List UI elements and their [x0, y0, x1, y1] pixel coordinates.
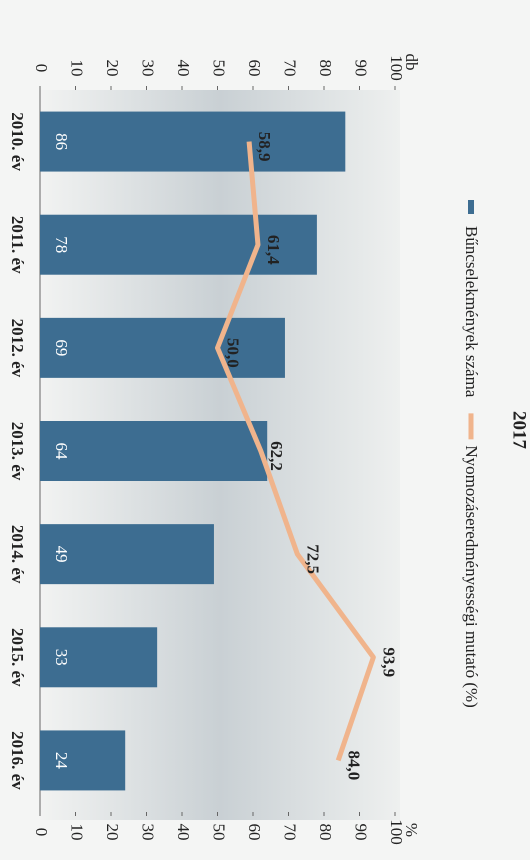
y-tick-label: 30: [139, 60, 158, 77]
bar: [40, 317, 285, 378]
x-tick-label: 2012. év: [8, 319, 27, 378]
line-value-label: 93,9: [379, 647, 398, 677]
y2-tick-label: 40: [174, 824, 193, 841]
rotated-chart: 2017 db % 0 10 20 30 40 50 60 70 80 90 100 0 10 20 30 4…: [8, 54, 530, 845]
y2-tick-label: 100: [387, 819, 406, 845]
y-tick-label: 0: [32, 64, 51, 73]
bar-value-label: 86: [52, 133, 71, 150]
y2-tick-label: 80: [316, 824, 335, 841]
legend-swatch: [468, 200, 474, 214]
bar-value-label: 69: [52, 339, 71, 356]
x-tick-label: 2011. év: [8, 216, 27, 274]
y-tick-label: 50: [210, 60, 229, 77]
bar: [40, 730, 126, 791]
legend-label: Bűncselekmények száma: [462, 226, 481, 398]
y-tick-label: 40: [174, 60, 193, 77]
line-value-label: 62,2: [267, 441, 286, 471]
bar-value-label: 24: [52, 752, 71, 770]
bar: [39, 627, 158, 688]
bar: [40, 214, 317, 275]
y-tick-label: 70: [281, 60, 300, 77]
y2-tick-label: 10: [68, 824, 87, 841]
y-tick-label: 10: [68, 60, 87, 77]
bar-value-label: 49: [52, 546, 71, 563]
x-tick-label: 2013. év: [8, 422, 27, 481]
y-tick-label: 100: [387, 55, 406, 81]
y-tick-label: 90: [352, 60, 371, 77]
y2-tick-label: 90: [352, 824, 371, 841]
y2-tick-label: 30: [139, 824, 158, 841]
y-tick-label: 20: [103, 60, 122, 77]
bar: [40, 524, 214, 585]
y-axis-label: db: [402, 54, 421, 71]
chart-title: 2017: [509, 411, 530, 450]
bar-value-label: 64: [52, 443, 71, 461]
line-value-label: 72,5: [303, 544, 322, 574]
line: [215, 141, 376, 762]
y-tick-label: 60: [245, 60, 264, 77]
y2-tick-label: 50: [210, 824, 229, 841]
x-tick-label: 2014. év: [8, 525, 27, 584]
line-value-label: 50,0: [224, 338, 243, 368]
y2-tick-label: 60: [245, 824, 264, 841]
bar: [40, 111, 346, 172]
y2-tick-label: 20: [103, 824, 122, 841]
x-tick-label: 2016. év: [8, 731, 27, 790]
line-value-label: 61,4: [264, 235, 283, 265]
y2-tick-label: 0: [32, 828, 51, 837]
legend-label: Nyomozáseredményességi mutató (%): [462, 445, 481, 707]
x-tick-label: 2015. év: [8, 628, 27, 687]
bar: [40, 421, 268, 481]
line-value-label: 84,0: [344, 751, 363, 781]
line-value-label: 58,9: [255, 132, 274, 162]
y2-axis-label: %: [402, 823, 421, 837]
bar-value-label: 78: [52, 236, 71, 253]
y-tick-label: 80: [316, 60, 335, 77]
x-tick-label: 2010. év: [8, 112, 27, 171]
y2-tick-label: 70: [281, 824, 300, 841]
bar-value-label: 33: [52, 649, 71, 666]
